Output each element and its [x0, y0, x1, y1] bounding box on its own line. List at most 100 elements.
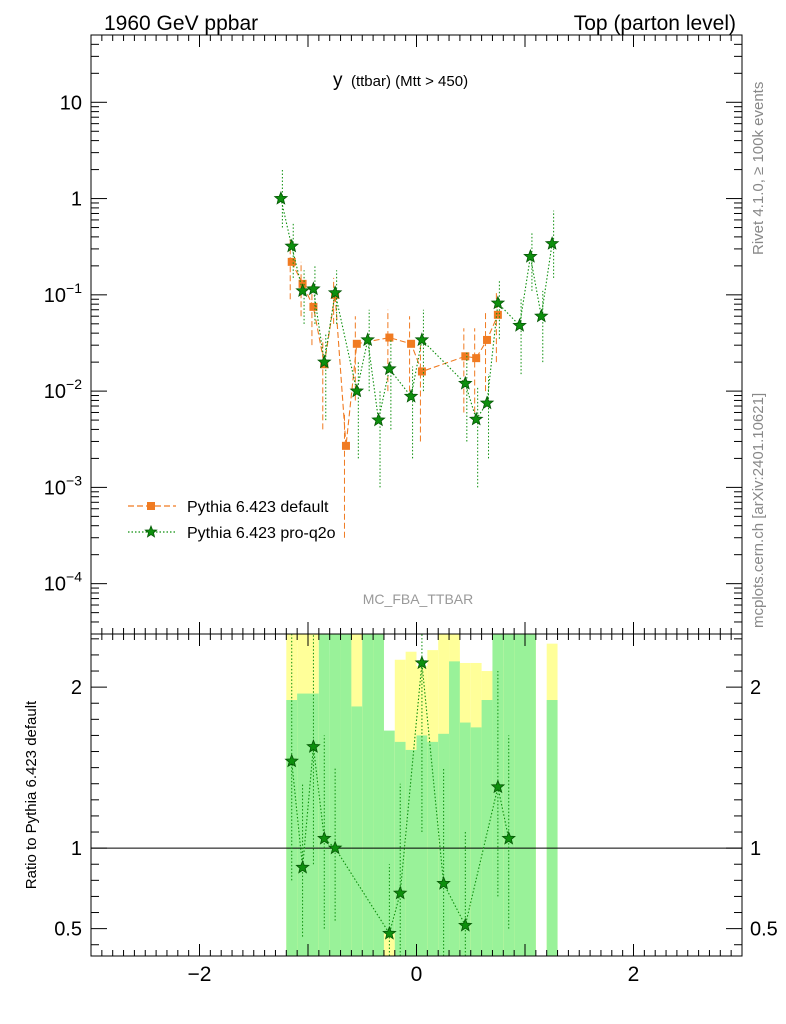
y-tick-label-2: 10−2 [44, 376, 82, 403]
mcplots-label: mcplots.cern.ch [arXiv:2401.10621] [750, 393, 767, 628]
series-marker-star-17 [523, 248, 538, 263]
ratio-band-green-6 [351, 706, 363, 956]
y-tick-label-1: 10−3 [44, 472, 82, 499]
y-tick-label-base: 10 [44, 381, 66, 403]
series-marker-star-1 [284, 238, 299, 253]
x-tick-label-1: 0 [411, 963, 423, 986]
series-marker-star-7 [360, 332, 375, 347]
ratio-band-green-0 [286, 700, 298, 956]
series-marker-square-12 [483, 335, 492, 344]
series-marker-star-2 [295, 283, 310, 297]
ratio-band-green-4 [329, 634, 341, 956]
rivet-version-label: Rivet 4.1.0, ≥ 100k events [750, 82, 767, 255]
ratio-y-tick-label-left-2: 2 [71, 677, 82, 699]
series-marker-square-7 [385, 333, 394, 342]
ratio-band-green-14 [438, 733, 450, 956]
series-marker-star-9 [382, 361, 397, 376]
series-marker-square-13 [493, 310, 502, 319]
ratio-band-green-13 [427, 741, 439, 956]
legend-label-proq2o: Pythia 6.423 pro-q2o [187, 525, 336, 542]
ratio-band-green-21 [514, 634, 525, 956]
y-tick-label-5: 10 [60, 92, 82, 114]
series-marker-star-3 [306, 281, 321, 296]
x-tick-label-0: −2 [188, 963, 212, 986]
x-tick-label-2: 2 [628, 963, 640, 986]
ratio-band-green-12 [416, 735, 428, 956]
plot-title-sub: (ttbar) (Mtt > 450) [351, 73, 468, 90]
ratio-band-green-15 [449, 661, 460, 956]
y-tick-label-base: 10 [44, 477, 66, 499]
ratio-marker-star-0 [284, 753, 299, 768]
series-line-1 [280, 198, 553, 421]
series-marker-star-0 [273, 191, 289, 205]
ratio-marker-star-4 [327, 840, 343, 855]
ratio-marker-star-3 [317, 830, 332, 845]
ratio-marker-star-10 [490, 779, 506, 794]
series-marker-star-16 [512, 317, 527, 332]
ratio-marker-star-9 [458, 917, 473, 932]
ratio-marker-star-6 [392, 885, 408, 900]
plot-title: y (ttbar) (Mtt > 450) [333, 70, 468, 91]
ratio-band-green-8 [373, 634, 384, 956]
ratio-marker-star-8 [436, 875, 451, 890]
y-tick-label-4: 1 [71, 189, 82, 211]
series-marker-square-2 [309, 302, 318, 311]
series-marker-square-10 [461, 352, 470, 361]
y-tick-label-exponent: −4 [66, 569, 82, 585]
series-marker-star-6 [349, 383, 365, 398]
ratio-band-green-22 [525, 634, 536, 956]
ratio-series-line [291, 662, 510, 935]
ratio-marker-star-5 [382, 925, 397, 940]
series-marker-star-10 [403, 388, 419, 403]
series-marker-star-5 [327, 285, 343, 300]
ratio-y-tick-label-left-1: 1 [71, 838, 82, 860]
series-marker-star-4 [317, 354, 332, 369]
series-marker-square-0 [287, 257, 296, 266]
legend-marker-proq2o [144, 524, 158, 538]
ratio-y-tick-label-right-0: 0.5 [750, 919, 778, 941]
y-tick-label-exponent: −2 [66, 376, 82, 392]
ratio-band-green-11 [405, 749, 417, 956]
series-marker-star-12 [458, 375, 473, 390]
ratio-marker-star-7 [414, 655, 430, 670]
ratio-y-tick-label-right-2: 2 [750, 677, 761, 699]
ratio-marker-star-11 [501, 830, 516, 845]
series-marker-square-8 [407, 339, 416, 348]
ratio-plot-frame [90, 633, 743, 957]
legend-marker-default [147, 502, 155, 510]
series-marker-star-18 [534, 308, 549, 323]
y-tick-label-base: 10 [44, 574, 66, 596]
y-tick-label-0: 10−4 [44, 569, 82, 596]
y-tick-label-base: 1 [71, 189, 82, 211]
legend-label-default: Pythia 6.423 default [187, 499, 329, 516]
y-tick-label-base: 10 [60, 92, 82, 114]
series-marker-star-11 [414, 332, 430, 347]
ratio-marker-star-1 [295, 859, 310, 874]
analysis-watermark: MC_FBA_TTBAR [363, 591, 473, 607]
main-plot-frame [90, 34, 743, 635]
ratio-band-green-17 [470, 727, 482, 956]
series-marker-star-13 [468, 411, 484, 426]
ratio-y-tick-label-left-0: 0.5 [54, 919, 82, 941]
ratio-band-green-1 [297, 693, 308, 956]
ratio-band-green-18 [481, 700, 493, 956]
header-right-label: Top (parton level) [574, 12, 736, 35]
y-tick-label-3: 10−1 [44, 280, 82, 307]
ratio-band-green-23 [546, 700, 558, 956]
ratio-marker-star-2 [306, 739, 321, 753]
series-marker-star-8 [371, 412, 386, 427]
series-marker-star-14 [479, 395, 495, 410]
ratio-band-green-5 [340, 634, 352, 956]
y-tick-label-base: 10 [44, 285, 66, 307]
series-marker-square-9 [417, 367, 426, 376]
ratio-band-green-19 [492, 634, 504, 956]
ratio-ylabel: Ratio to Pythia 6.423 default [23, 700, 40, 889]
y-tick-label-exponent: −3 [66, 472, 82, 488]
ratio-y-tick-label-right-1: 1 [750, 838, 761, 860]
header-left-label: 1960 GeV ppbar [104, 12, 258, 35]
plot-title-main: y [333, 70, 343, 91]
series-marker-star-19 [544, 236, 560, 250]
ratio-band-green-10 [394, 741, 406, 956]
